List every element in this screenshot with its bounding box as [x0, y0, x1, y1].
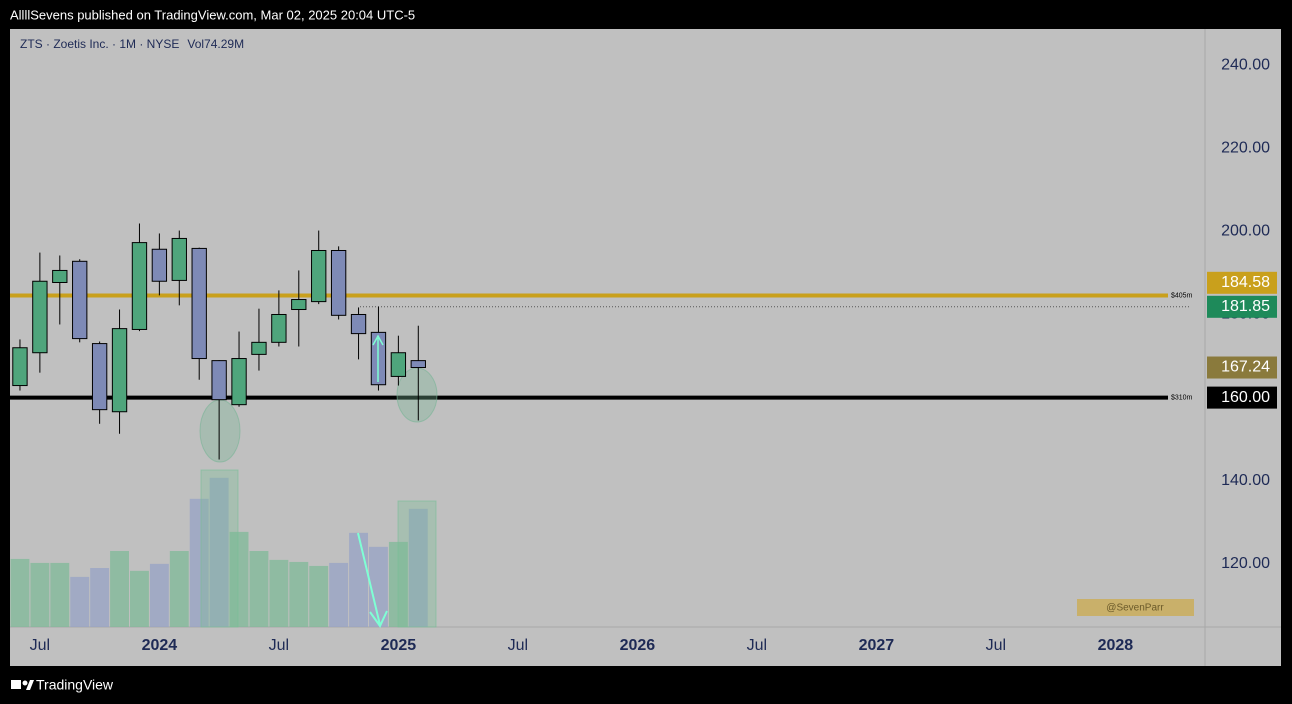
- y-tick-label: 140.00: [1221, 472, 1270, 489]
- x-tick-label: Jul: [747, 637, 767, 654]
- price-tag: 167.24: [1221, 359, 1270, 376]
- candle-body: [211, 360, 227, 401]
- symbol: ZTS · Zoetis Inc. · 1M · NYSE: [20, 37, 179, 51]
- volume-bar: [229, 531, 249, 627]
- x-tick-label: Jul: [269, 637, 289, 654]
- volume-bar: [50, 562, 70, 627]
- volume-bar: [70, 576, 90, 627]
- volume-bar: [289, 561, 309, 627]
- x-tick-label: Jul: [30, 637, 50, 654]
- x-tick-label: Jul: [986, 637, 1006, 654]
- brand: TradingView: [36, 677, 114, 693]
- candle-body: [271, 313, 287, 343]
- x-tick-label: 2025: [381, 637, 417, 654]
- candle-body: [311, 249, 327, 303]
- candle-body: [72, 260, 88, 340]
- candle-body: [111, 328, 128, 413]
- watermark: @SevenParr: [1106, 603, 1164, 614]
- candles: [12, 223, 426, 460]
- volume-readout: Vol74.29M: [187, 37, 244, 51]
- candle-body: [410, 360, 426, 369]
- price-tag-bg: [1207, 295, 1277, 318]
- candle-body: [151, 248, 168, 282]
- volume-layer: [10, 477, 428, 627]
- candle-body: [390, 352, 407, 377]
- volume-bar: [349, 532, 368, 627]
- annotation-ellipse: [199, 399, 241, 463]
- annotation-arrowhead: [369, 610, 388, 628]
- volume-bar: [249, 550, 269, 627]
- candle-body: [131, 242, 148, 330]
- volume-bar: [369, 546, 388, 627]
- volume-bar: [209, 477, 229, 627]
- logo: [11, 680, 34, 690]
- price-tag: 184.58: [1221, 274, 1270, 291]
- annotation-arrowhead: [372, 334, 384, 346]
- volume-bar: [329, 562, 349, 627]
- volume-highlight: [200, 469, 239, 628]
- volume-bar: [189, 498, 209, 627]
- line-tag: $310m: [1171, 394, 1193, 401]
- x-tick-label: 2028: [1098, 637, 1134, 654]
- candle-body: [291, 299, 307, 311]
- x-tick-label: 2024: [142, 637, 178, 654]
- volume-highlight: [397, 500, 437, 628]
- volume-bar: [408, 508, 428, 627]
- annotation-arrow: [357, 532, 381, 626]
- volume-bar: [269, 559, 289, 627]
- volume-bar: [90, 567, 110, 627]
- y-tick-label: 240.00: [1221, 56, 1270, 73]
- y-tick-label: 120.00: [1221, 555, 1270, 572]
- candle-body: [12, 347, 28, 387]
- logo-mark: [11, 680, 21, 689]
- price-tag: 160.00: [1221, 389, 1270, 406]
- candle-body: [32, 280, 48, 354]
- volume-bar: [10, 558, 30, 627]
- volume-bar: [309, 565, 329, 627]
- volume-bar: [130, 570, 149, 627]
- candle-body: [191, 247, 207, 360]
- volume-bar: [169, 550, 189, 627]
- candle-body: [350, 313, 367, 335]
- volume-bar: [149, 563, 169, 627]
- price-tag: 181.85: [1221, 298, 1270, 315]
- publisher: AllllSevens published on TradingView.com…: [10, 7, 415, 22]
- candle-body: [171, 237, 187, 281]
- candle-body: [91, 343, 108, 411]
- candle-body: [52, 269, 68, 283]
- volume-bar: [30, 562, 50, 627]
- price-tag-bg: [1207, 271, 1277, 294]
- price-tag-bg: [1207, 386, 1277, 409]
- candle-body: [231, 358, 247, 406]
- y-tick-label: 220.00: [1221, 139, 1270, 156]
- candle-body: [251, 341, 267, 355]
- logo-mark: [22, 680, 28, 686]
- axes: Jul 2024 Jul 2025 Jul 2026 Jul 2027 Jul 2028 120.0…: [30, 56, 1277, 654]
- volume-bar: [110, 550, 129, 627]
- line-tag: $405m: [1171, 292, 1193, 299]
- x-tick-label: 2027: [859, 637, 895, 654]
- x-tick-label: Jul: [508, 637, 528, 654]
- candle-body: [330, 249, 347, 316]
- legend: ZTS · Zoetis Inc. · 1M · NYSE Vol74.29M: [20, 37, 244, 51]
- y-tick-label: 200.00: [1221, 223, 1270, 240]
- watermark-bg: [1077, 599, 1194, 616]
- x-tick-label: 2026: [620, 637, 656, 654]
- logo-mark: [26, 680, 34, 690]
- price-tag-bg: [1207, 356, 1277, 379]
